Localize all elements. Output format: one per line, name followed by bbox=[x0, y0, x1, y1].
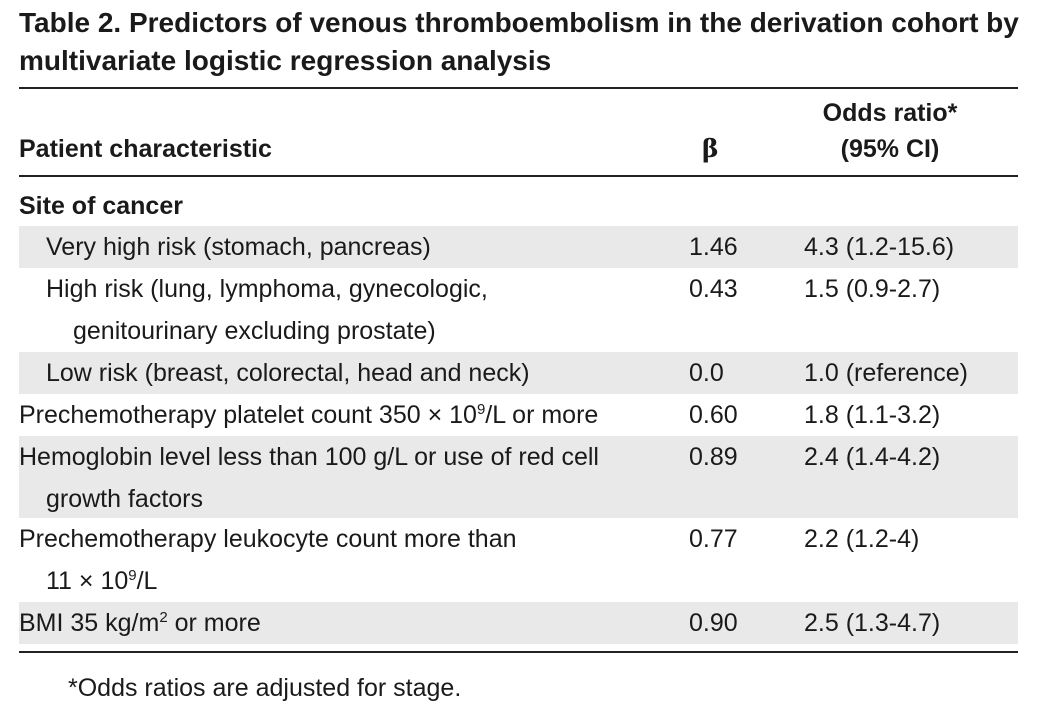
row-label-text-end: /L bbox=[136, 567, 158, 595]
row-beta: 1.46 bbox=[689, 233, 738, 261]
row-label-text-end: /L or more bbox=[485, 401, 599, 429]
table-row: Prechemotherapy platelet count 350 × 109… bbox=[19, 394, 1018, 436]
row-label-line1: Low risk (breast, colorectal, head and n… bbox=[46, 359, 530, 387]
row-odds-ratio: 4.3 (1.2-15.6) bbox=[804, 233, 955, 261]
row-label: High risk (lung, lymphoma, gynecologic, … bbox=[46, 268, 488, 352]
table-row: Prechemotherapy leukocyte count more tha… bbox=[19, 518, 1018, 602]
section-site-of-cancer: Site of cancer bbox=[19, 192, 183, 220]
row-label: BMI 35 kg/m2 or more bbox=[19, 602, 261, 644]
table-row: High risk (lung, lymphoma, gynecologic, … bbox=[19, 268, 1018, 352]
header-beta: β bbox=[702, 134, 719, 163]
row-odds-ratio: 1.0 (reference) bbox=[804, 359, 968, 387]
header-rule bbox=[19, 175, 1018, 177]
table-row: Hemoglobin level less than 100 g/L or us… bbox=[19, 436, 1018, 518]
row-odds-ratio: 1.8 (1.1-3.2) bbox=[804, 401, 941, 429]
row-label: Prechemotherapy leukocyte count more tha… bbox=[19, 518, 517, 602]
row-label: Prechemotherapy platelet count 350 × 109… bbox=[19, 394, 598, 436]
table-row: BMI 35 kg/m2 or more 0.90 2.5 (1.3-4.7) bbox=[19, 602, 1018, 644]
top-rule bbox=[19, 87, 1018, 89]
row-odds-ratio: 2.4 (1.4-4.2) bbox=[804, 443, 941, 471]
row-label-text: 11 × 10 bbox=[46, 567, 129, 595]
row-label-superscript: 9 bbox=[476, 401, 486, 418]
row-odds-ratio: 2.5 (1.3-4.7) bbox=[804, 609, 941, 637]
header-odds-ratio-line1: Odds ratio* bbox=[822, 99, 958, 127]
row-label-line2: growth factors bbox=[46, 485, 204, 513]
row-beta: 0.89 bbox=[689, 443, 738, 471]
bottom-rule bbox=[19, 651, 1018, 653]
row-label: Hemoglobin level less than 100 g/L or us… bbox=[19, 436, 599, 520]
row-label-line1: Very high risk (stomach, pancreas) bbox=[46, 233, 431, 261]
row-label-line2: 11 × 109/L bbox=[19, 560, 517, 602]
row-beta: 0.43 bbox=[689, 275, 738, 303]
row-label-superscript: 2 bbox=[159, 609, 168, 626]
row-beta: 0.60 bbox=[689, 401, 738, 429]
row-beta: 0.0 bbox=[689, 359, 724, 387]
row-label: Low risk (breast, colorectal, head and n… bbox=[46, 352, 530, 394]
header-odds-ratio-line2: (95% CI) bbox=[840, 135, 940, 163]
table-title: Table 2. Predictors of venous thromboemb… bbox=[19, 7, 1019, 76]
row-odds-ratio: 1.5 (0.9-2.7) bbox=[804, 275, 941, 303]
row-label-line1: Hemoglobin level less than 100 g/L or us… bbox=[19, 443, 599, 471]
row-label-line1: BMI 35 kg/m2 or more bbox=[19, 602, 261, 644]
table-row: Very high risk (stomach, pancreas) 1.46 … bbox=[19, 226, 1018, 268]
row-beta: 0.77 bbox=[689, 525, 738, 553]
row-label-line2: genitourinary excluding prostate) bbox=[73, 317, 436, 345]
table-footnote: *Odds ratios are adjusted for stage. bbox=[68, 674, 462, 702]
row-label-text: Prechemotherapy platelet count 350 × 10 bbox=[19, 401, 477, 429]
table-row: Low risk (breast, colorectal, head and n… bbox=[19, 352, 1018, 394]
row-label-text: BMI 35 kg/m bbox=[19, 609, 160, 637]
row-label: Very high risk (stomach, pancreas) bbox=[46, 226, 431, 268]
row-label-line1: Prechemotherapy platelet count 350 × 109… bbox=[19, 394, 598, 436]
row-label-line1: Prechemotherapy leukocyte count more tha… bbox=[19, 525, 517, 553]
row-beta: 0.90 bbox=[689, 609, 738, 637]
header-odds-ratio: Odds ratio* (95% CI) bbox=[790, 95, 990, 167]
row-label-text-end: or more bbox=[167, 609, 261, 637]
header-patient-characteristic: Patient characteristic bbox=[19, 135, 272, 163]
row-odds-ratio: 2.2 (1.2-4) bbox=[804, 525, 920, 553]
row-label-superscript: 9 bbox=[128, 567, 137, 584]
row-label-line1: High risk (lung, lymphoma, gynecologic, bbox=[46, 275, 488, 303]
